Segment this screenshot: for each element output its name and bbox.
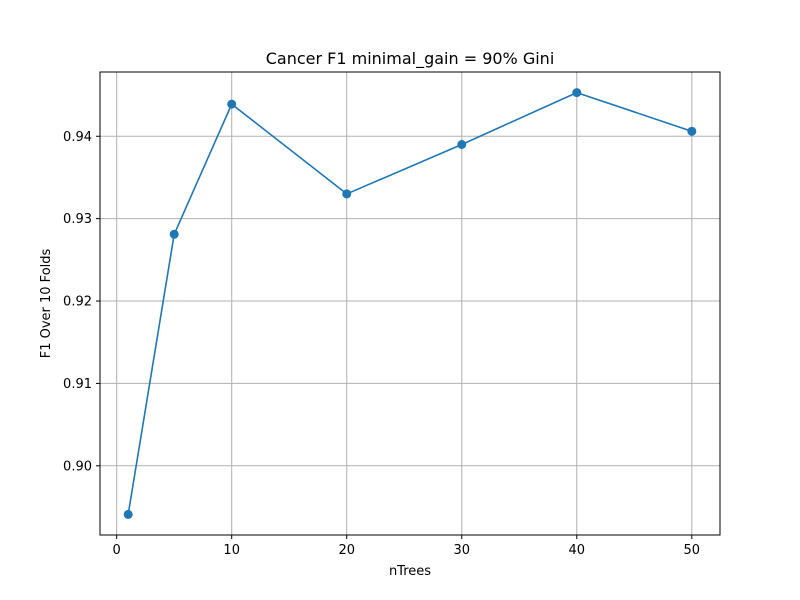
data-point xyxy=(123,509,133,519)
series-layer xyxy=(123,88,697,519)
data-point xyxy=(169,229,179,239)
y-tick-label: 0.92 xyxy=(63,295,92,310)
data-point xyxy=(457,139,467,149)
y-tick-label: 0.90 xyxy=(63,459,92,474)
x-tick-label: 10 xyxy=(223,543,240,558)
data-point xyxy=(687,126,697,136)
grid xyxy=(100,72,720,535)
y-tick-label: 0.91 xyxy=(63,377,92,392)
data-point xyxy=(342,189,352,199)
data-point xyxy=(572,88,582,98)
y-axis-label: F1 Over 10 Folds xyxy=(39,248,54,358)
chart-title: Cancer F1 minimal_gain = 90% Gini xyxy=(266,49,555,69)
x-tick-label: 20 xyxy=(338,543,355,558)
x-tick-label: 40 xyxy=(569,543,586,558)
x-tick-label: 50 xyxy=(684,543,701,558)
data-point xyxy=(227,99,237,109)
y-tick-label: 0.93 xyxy=(63,212,92,227)
x-tick-label: 30 xyxy=(453,543,470,558)
x-tick-label: 0 xyxy=(113,543,121,558)
y-tick-label: 0.94 xyxy=(63,130,92,145)
y-axis: 0.90 0.91 0.92 0.93 0.94 xyxy=(63,130,100,474)
x-axis: 0 10 20 30 40 50 xyxy=(113,535,701,558)
plot-area-frame xyxy=(99,71,721,536)
x-axis-label: nTrees xyxy=(389,564,431,579)
